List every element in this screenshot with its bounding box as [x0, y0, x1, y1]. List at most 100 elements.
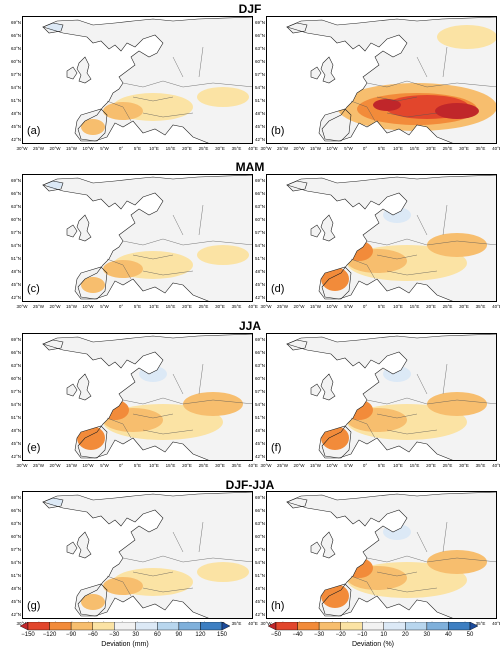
deviation-patch	[183, 392, 243, 416]
latitude-tick: 63°N	[254, 204, 265, 209]
longitude-tick: 35°E	[231, 304, 242, 309]
colorbar-tick-label: 50	[466, 632, 474, 638]
longitude-tick: 20°E	[426, 304, 436, 309]
latitude-tick: 63°N	[10, 363, 21, 368]
deviation-patch	[101, 400, 129, 420]
latitude-axis: 69°N 66°N 63°N 60°N 57°N 54°N 51°N 48°N 45°N 42°N	[0, 174, 21, 302]
longitude-tick: 15°E	[409, 463, 420, 468]
coastline	[320, 531, 336, 559]
longitude-tick: 10°E	[393, 146, 403, 151]
deviation-patch	[103, 577, 143, 595]
latitude-tick: 69°N	[254, 495, 265, 500]
longitude-tick: 20°W	[49, 304, 61, 309]
country-borders	[106, 46, 252, 122]
longitude-tick: 15°W	[309, 463, 322, 468]
longitude-tick: 10°E	[393, 304, 403, 309]
coastline	[42, 180, 64, 192]
longitude-tick: 10°E	[149, 146, 159, 151]
coastline	[286, 22, 308, 34]
latitude-tick: 60°N	[254, 217, 265, 222]
longitude-tick: 30°W	[16, 463, 28, 468]
colorbar-segment	[297, 622, 320, 631]
longitude-tick: 25°E	[198, 146, 209, 151]
latitude-axis: 69°N 66°N 63°N 60°N 57°N 54°N 51°N 48°N 45°N 42°N	[243, 333, 265, 461]
longitude-tick: 30°E	[215, 463, 225, 468]
coastline	[320, 214, 336, 242]
deviation-patch	[383, 366, 411, 382]
land-area	[43, 340, 63, 350]
latitude-tick: 66°N	[254, 508, 265, 513]
colorbar-tick-label: −30	[109, 632, 120, 638]
colorbar-segment	[318, 622, 341, 631]
row-title-mam: MAM	[235, 160, 265, 174]
land-area	[67, 384, 77, 396]
panel-label: (c)	[27, 283, 40, 295]
colorbar-segment	[200, 622, 223, 631]
latitude-tick: 63°N	[10, 46, 21, 51]
longitude-tick: 5°W	[344, 463, 353, 468]
panel-label: (h)	[271, 600, 285, 612]
longitude-tick: 25°W	[32, 146, 45, 151]
colorbar-segment	[426, 622, 449, 631]
colorbar-extend-low	[20, 622, 29, 631]
deviation-patch	[103, 102, 143, 120]
europe-map	[286, 175, 496, 301]
longitude-tick: 25°W	[32, 463, 45, 468]
longitude-tick: 15°E	[409, 146, 420, 151]
colorbar-tick-label: 20	[401, 632, 409, 638]
land-area	[287, 498, 307, 508]
latitude-tick: 48°N	[10, 586, 21, 591]
deviation-patch	[81, 594, 105, 610]
longitude-tick: 20°W	[49, 146, 61, 151]
country-borders	[350, 204, 496, 280]
latitude-tick: 69°N	[254, 178, 265, 183]
longitude-tick: 35°E	[231, 463, 242, 468]
latitude-tick: 69°N	[10, 178, 21, 183]
deviation-patch	[139, 366, 167, 382]
longitude-tick: 35°E	[475, 146, 486, 151]
latitude-tick: 69°N	[254, 337, 265, 342]
longitude-tick: 0°	[362, 304, 368, 309]
longitude-tick: 20°W	[293, 304, 305, 309]
coastline	[42, 334, 252, 460]
latitude-tick: 45°N	[254, 599, 265, 604]
country-borders	[350, 46, 496, 122]
latitude-tick: 42°N	[254, 612, 265, 617]
latitude-tick: 60°N	[10, 534, 21, 539]
coastline	[42, 492, 252, 618]
deviation-patch	[197, 562, 249, 582]
colorbar-mm-scale	[20, 622, 230, 631]
longitude-tick: 5°W	[344, 146, 353, 151]
colorbar-tick-label: 40	[445, 632, 452, 638]
colorbar-segment	[340, 622, 363, 631]
map-panel: (b)	[266, 16, 497, 144]
latitude-tick: 51°N	[254, 256, 265, 261]
coastline	[310, 224, 322, 238]
latitude-tick: 60°N	[10, 376, 21, 381]
longitude-tick: 40°E	[248, 463, 258, 468]
longitude-tick: 5°E	[377, 304, 386, 309]
longitude-tick: 35°E	[475, 621, 486, 626]
map-panel: (h)	[266, 491, 497, 619]
latitude-tick: 51°N	[10, 256, 21, 261]
longitude-tick: 35°E	[475, 463, 486, 468]
longitude-tick: 40°E	[492, 463, 500, 468]
longitude-tick: 20°E	[426, 146, 436, 151]
latitude-tick: 48°N	[10, 269, 21, 274]
coastline	[320, 56, 336, 84]
latitude-tick: 45°N	[10, 124, 21, 129]
latitude-tick: 57°N	[10, 547, 21, 552]
colorbar-percent-ticks: −50 −40 −30 −20 −10 10 20 30 40 50	[268, 632, 478, 640]
longitude-tick: 20°W	[293, 146, 305, 151]
latitude-tick: 48°N	[254, 111, 265, 116]
longitude-axis: 30°W 25°W 20°W 15°W 10°W 5°W 0° 5°E 10°E 15°E 20°E…	[260, 146, 500, 154]
latitude-tick: 42°N	[254, 295, 265, 300]
land-area	[67, 542, 77, 554]
map-panel: (a)	[22, 16, 253, 144]
latitude-tick: 54°N	[254, 243, 265, 248]
coastline	[286, 180, 308, 192]
longitude-tick: 40°E	[248, 621, 258, 626]
country-borders	[106, 204, 252, 280]
land-area	[321, 215, 335, 241]
longitude-tick: 25°E	[442, 463, 453, 468]
